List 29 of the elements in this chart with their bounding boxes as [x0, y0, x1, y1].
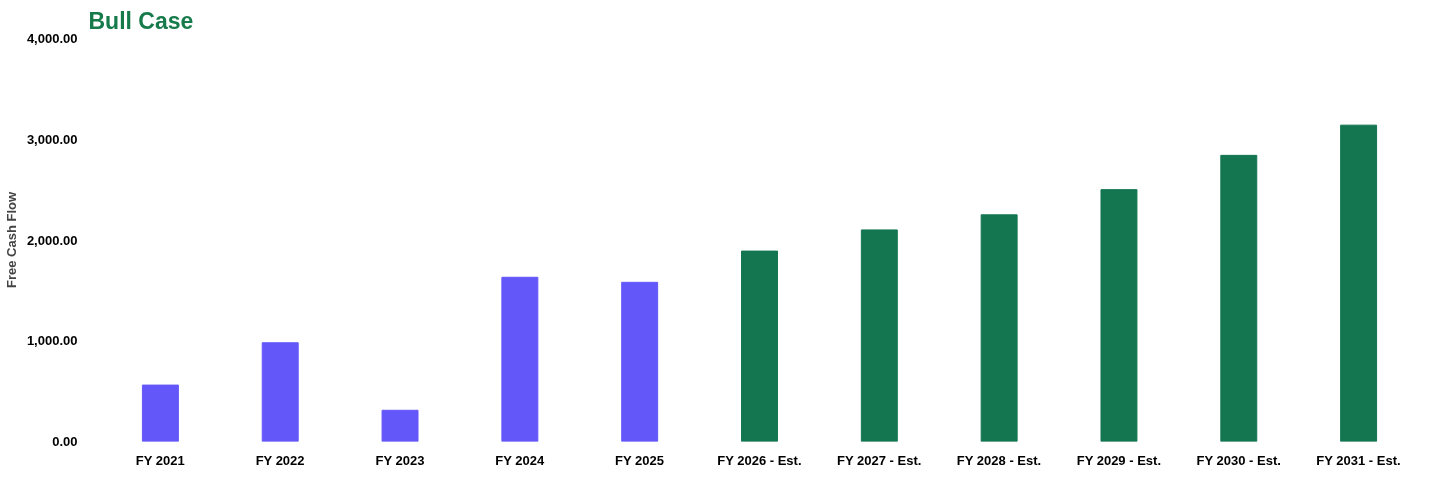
bar — [860, 229, 898, 442]
bar — [261, 342, 299, 442]
x-tick-label: FY 2026 - Est. — [717, 452, 802, 468]
x-tick-label: FY 2029 - Est. — [1076, 452, 1162, 468]
x-tick-label: FY 2030 - Est. — [1196, 452, 1281, 468]
x-tick-label: FY 2021 — [135, 452, 185, 468]
bar — [1100, 189, 1138, 442]
x-tick-label: FY 2024 — [495, 452, 545, 468]
bar — [1220, 154, 1258, 442]
y-tick-label: 2,000.00 — [26, 232, 78, 248]
bar — [980, 214, 1018, 442]
bar — [381, 409, 419, 442]
bar — [621, 281, 659, 442]
x-tick-label: FY 2022 — [255, 452, 305, 468]
y-axis-title: Free Cash Flow — [3, 191, 19, 289]
x-tick-label: FY 2028 - Est. — [956, 452, 1042, 468]
y-tick-label: 0.00 — [52, 434, 78, 449]
bar — [741, 250, 778, 442]
y-tick-label: 1,000.00 — [26, 333, 78, 349]
x-tick-label: FY 2025 — [615, 452, 665, 468]
x-tick-label: FY 2027 - Est. — [837, 452, 922, 468]
y-tick-label: 4,000.00 — [26, 31, 78, 46]
x-tick-label: FY 2031 - Est. — [1316, 452, 1401, 468]
bar — [501, 276, 539, 442]
y-tick-label: 3,000.00 — [26, 131, 78, 147]
bar — [141, 384, 179, 442]
bar — [1340, 124, 1378, 442]
x-tick-label: FY 2023 — [375, 452, 425, 468]
chart-title: Bull Case — [88, 7, 194, 34]
